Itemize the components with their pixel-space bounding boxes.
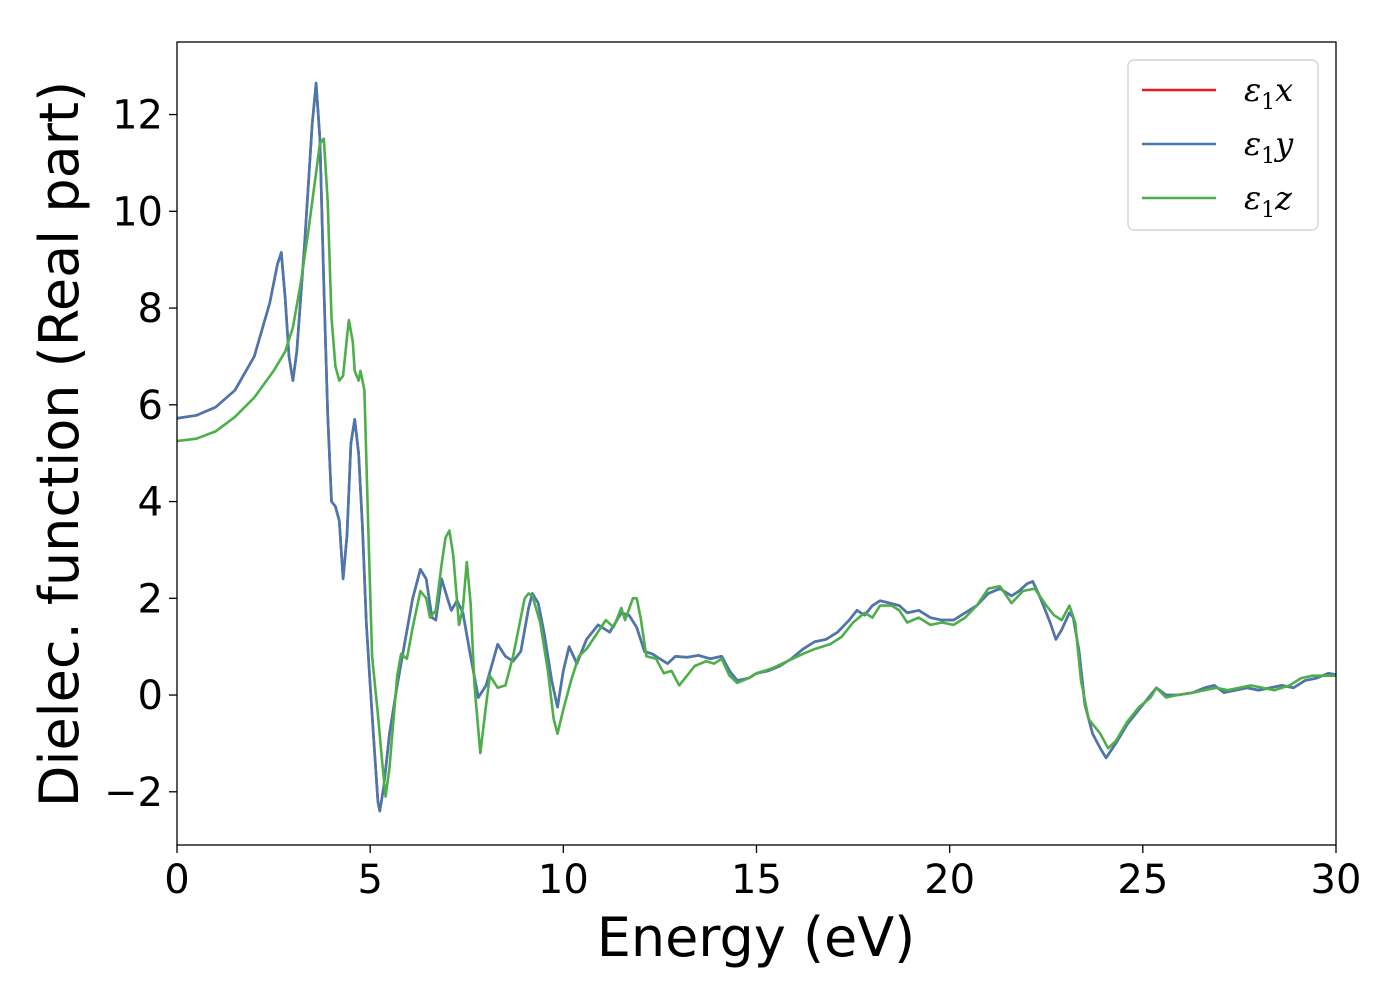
y-tick-label: 8 bbox=[138, 286, 163, 332]
x-tick-label: 15 bbox=[731, 857, 782, 903]
x-tick-label: 5 bbox=[357, 857, 382, 903]
legend-label-1: ε1x bbox=[1244, 71, 1293, 115]
y-tick-label: 6 bbox=[138, 383, 163, 429]
x-tick-label: 30 bbox=[1311, 857, 1362, 903]
y-axis-ticks: −2 0 2 4 6 8 10 12 bbox=[104, 93, 177, 816]
legend-label-2: ε1y bbox=[1244, 125, 1294, 169]
x-tick-label: 25 bbox=[1117, 857, 1168, 903]
x-tick-label: 10 bbox=[538, 857, 589, 903]
series-layer bbox=[176, 81, 1337, 813]
y-tick-label: 12 bbox=[112, 93, 163, 139]
legend-box bbox=[1127, 59, 1319, 231]
legend: ε1x ε1y ε1z bbox=[1127, 59, 1319, 231]
y-tick-label: 10 bbox=[112, 189, 163, 235]
y-tick-label: −2 bbox=[104, 770, 163, 816]
y-axis-label: Dielec. function (Real part) bbox=[28, 81, 91, 807]
legend-items: ε1x ε1y ε1z bbox=[1142, 71, 1294, 223]
x-axis-ticks: 0 5 10 15 20 25 30 bbox=[164, 845, 1361, 903]
x-tick-label: 20 bbox=[924, 857, 975, 903]
series-line-2 bbox=[176, 81, 1337, 813]
x-tick-label: 0 bbox=[164, 857, 189, 903]
y-tick-label: 2 bbox=[138, 576, 163, 622]
legend-label-3: ε1z bbox=[1244, 179, 1293, 223]
series-line-3 bbox=[176, 137, 1336, 798]
x-axis-label: Energy (eV) bbox=[597, 906, 916, 969]
y-tick-label: 4 bbox=[138, 480, 163, 526]
y-tick-label: 0 bbox=[138, 673, 163, 719]
